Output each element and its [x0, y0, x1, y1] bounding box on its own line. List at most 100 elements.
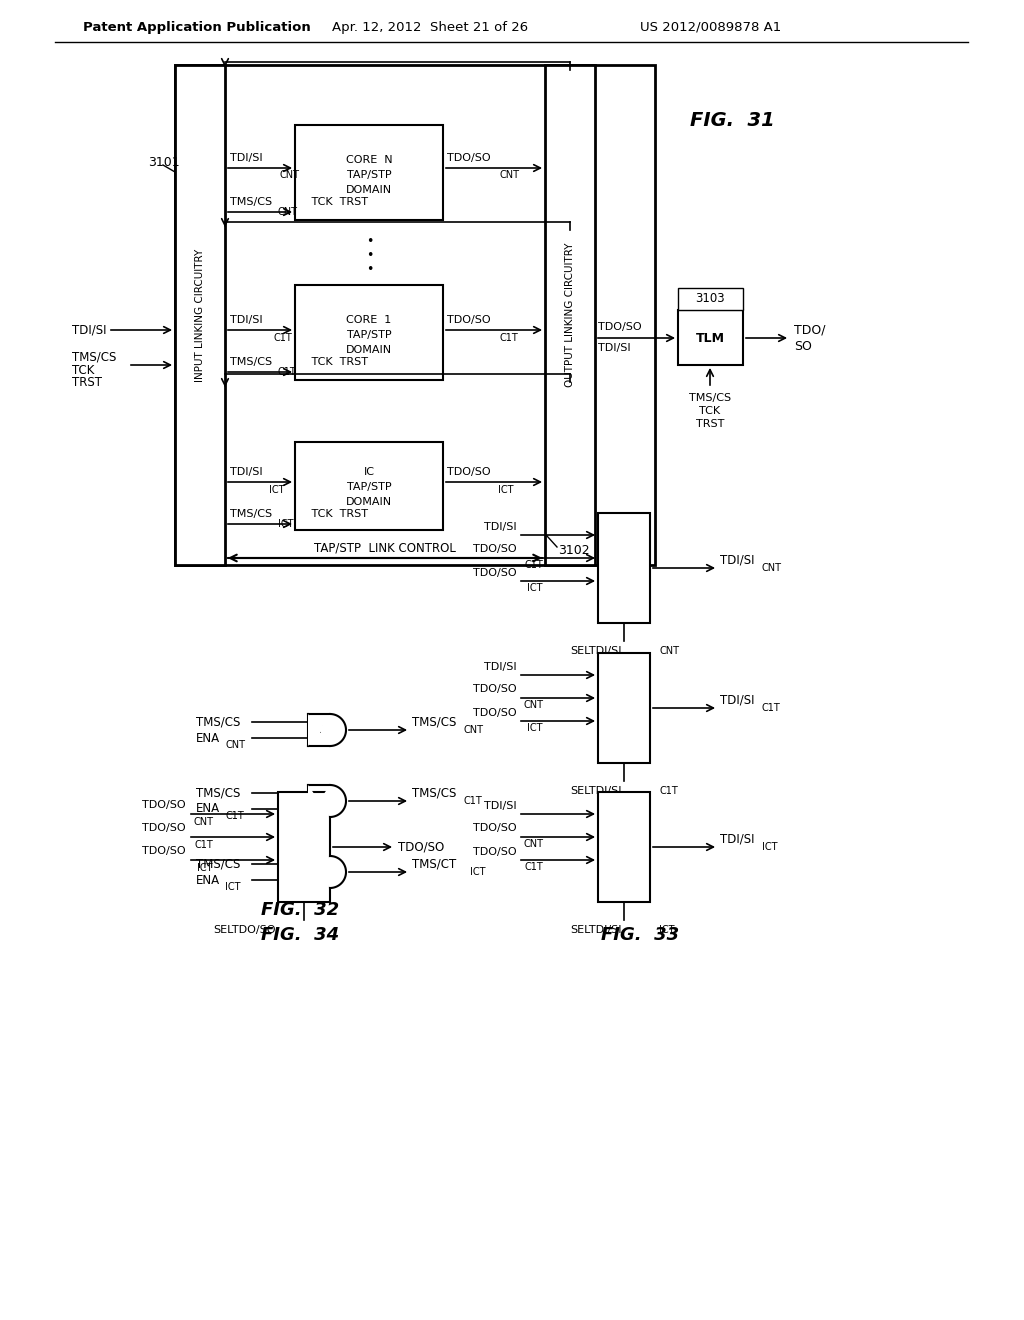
- Text: TMS/CS: TMS/CS: [230, 510, 272, 519]
- Text: CNT: CNT: [279, 170, 299, 180]
- Text: TDI/SI: TDI/SI: [484, 663, 517, 672]
- Text: US 2012/0089878 A1: US 2012/0089878 A1: [640, 21, 781, 33]
- Text: CORE  1: CORE 1: [346, 315, 391, 325]
- Text: •: •: [367, 264, 374, 276]
- Text: TMS/CS: TMS/CS: [196, 858, 241, 870]
- Bar: [598, 513, 650, 623]
- Text: SELTDI/SI: SELTDI/SI: [570, 645, 622, 656]
- Text: TMS/CS: TMS/CS: [412, 715, 457, 729]
- Text: TDO/SO: TDO/SO: [598, 322, 642, 333]
- Bar: [175, 65, 225, 565]
- Text: TDO/SO: TDO/SO: [473, 568, 517, 578]
- Text: CORE  N: CORE N: [346, 154, 392, 165]
- Text: AND: AND: [319, 867, 344, 876]
- Text: TDI/SI: TDI/SI: [230, 153, 262, 162]
- Text: ICT: ICT: [659, 925, 675, 935]
- Text: TLM: TLM: [695, 331, 725, 345]
- Text: TDO/SO: TDO/SO: [447, 467, 490, 477]
- Text: CNT: CNT: [500, 170, 520, 180]
- Text: ENA: ENA: [196, 803, 220, 816]
- Text: SO: SO: [794, 339, 812, 352]
- Text: TMS/CS: TMS/CS: [72, 351, 117, 363]
- Text: ICT: ICT: [269, 484, 285, 495]
- Text: FIG.  34: FIG. 34: [261, 927, 339, 944]
- Bar: [295, 442, 443, 531]
- Bar: [545, 65, 595, 565]
- Text: TDI/SI: TDI/SI: [230, 467, 262, 477]
- Text: ICT: ICT: [225, 882, 241, 892]
- Polygon shape: [308, 785, 346, 817]
- Text: TMS/CS: TMS/CS: [196, 715, 241, 729]
- Text: TAP/STP: TAP/STP: [347, 330, 391, 341]
- Text: TCK: TCK: [72, 363, 94, 376]
- Bar: [278, 792, 330, 902]
- Text: TDO/SO: TDO/SO: [142, 846, 186, 855]
- Text: TDO/SO: TDO/SO: [473, 684, 517, 694]
- Text: C1T: C1T: [762, 704, 780, 713]
- Text: C1T: C1T: [273, 333, 292, 343]
- Text: TDO/SO: TDO/SO: [447, 153, 490, 162]
- Text: CNT: CNT: [278, 207, 298, 216]
- Text: ICT: ICT: [278, 519, 294, 529]
- Text: 3102: 3102: [558, 544, 590, 557]
- Text: AND: AND: [319, 725, 344, 735]
- Text: TMS/CS: TMS/CS: [689, 393, 731, 403]
- Text: C1T: C1T: [463, 796, 481, 807]
- Text: ICT: ICT: [498, 484, 513, 495]
- Text: ICT: ICT: [527, 583, 543, 593]
- Text: TAP/STP: TAP/STP: [347, 170, 391, 180]
- Text: TDI/SI: TDI/SI: [484, 521, 517, 532]
- Text: Patent Application Publication: Patent Application Publication: [83, 21, 310, 33]
- Text: TAP/STP: TAP/STP: [347, 482, 391, 492]
- Text: C1T: C1T: [225, 810, 244, 821]
- Bar: [598, 653, 650, 763]
- Text: ICT: ICT: [527, 723, 543, 733]
- Text: ICT: ICT: [762, 842, 777, 851]
- Text: ENA: ENA: [196, 874, 220, 887]
- Bar: [295, 285, 443, 380]
- Text: TRST: TRST: [72, 376, 102, 389]
- Text: SELTDO/SO: SELTDO/SO: [213, 925, 276, 935]
- Text: TMS/CS: TMS/CS: [196, 787, 241, 800]
- Text: SELTDI/SI: SELTDI/SI: [570, 925, 622, 935]
- Text: TCK  TRST: TCK TRST: [308, 356, 368, 367]
- Text: TDO/SO: TDO/SO: [447, 315, 490, 325]
- Text: ICT: ICT: [198, 863, 213, 873]
- Text: TMS/CS: TMS/CS: [412, 787, 457, 800]
- Text: TMS/CT: TMS/CT: [412, 858, 457, 870]
- Text: OUTPUT LINKING CIRCUITRY: OUTPUT LINKING CIRCUITRY: [565, 243, 575, 387]
- Text: C1T: C1T: [524, 560, 543, 570]
- Text: TCK  TRST: TCK TRST: [308, 197, 368, 207]
- Text: C1T: C1T: [500, 333, 519, 343]
- Text: TDI/SI: TDI/SI: [484, 801, 517, 810]
- Text: CNT: CNT: [659, 645, 679, 656]
- Text: CNT: CNT: [523, 840, 543, 849]
- Text: TDO/SO: TDO/SO: [398, 841, 444, 854]
- Text: TMS/CS: TMS/CS: [230, 356, 272, 367]
- Text: FIG.  32: FIG. 32: [261, 902, 339, 919]
- Text: TDO/SO: TDO/SO: [473, 544, 517, 554]
- Bar: [678, 288, 743, 310]
- Text: •: •: [367, 235, 374, 248]
- Text: TMS/CS: TMS/CS: [230, 197, 272, 207]
- Text: TCK: TCK: [699, 407, 721, 416]
- Text: TDO/SO: TDO/SO: [473, 847, 517, 857]
- Bar: [175, 65, 655, 565]
- Text: TDO/SO: TDO/SO: [473, 708, 517, 718]
- Text: ICT: ICT: [470, 867, 485, 876]
- Bar: [598, 792, 650, 902]
- Text: AND: AND: [319, 796, 344, 807]
- Text: TDI/SI: TDI/SI: [230, 315, 262, 325]
- Text: TRST: TRST: [696, 418, 724, 429]
- Text: TDI/SI: TDI/SI: [720, 693, 755, 706]
- Text: DOMAIN: DOMAIN: [346, 345, 392, 355]
- Text: Apr. 12, 2012  Sheet 21 of 26: Apr. 12, 2012 Sheet 21 of 26: [332, 21, 528, 33]
- Text: TAP/STP  LINK CONTROL: TAP/STP LINK CONTROL: [314, 541, 456, 554]
- Text: C1T: C1T: [524, 862, 543, 873]
- Text: CNT: CNT: [523, 700, 543, 710]
- Bar: [295, 125, 443, 220]
- Text: CNT: CNT: [762, 564, 782, 573]
- Bar: [678, 310, 743, 366]
- Text: •: •: [367, 249, 374, 263]
- Text: TDI/SI: TDI/SI: [72, 323, 106, 337]
